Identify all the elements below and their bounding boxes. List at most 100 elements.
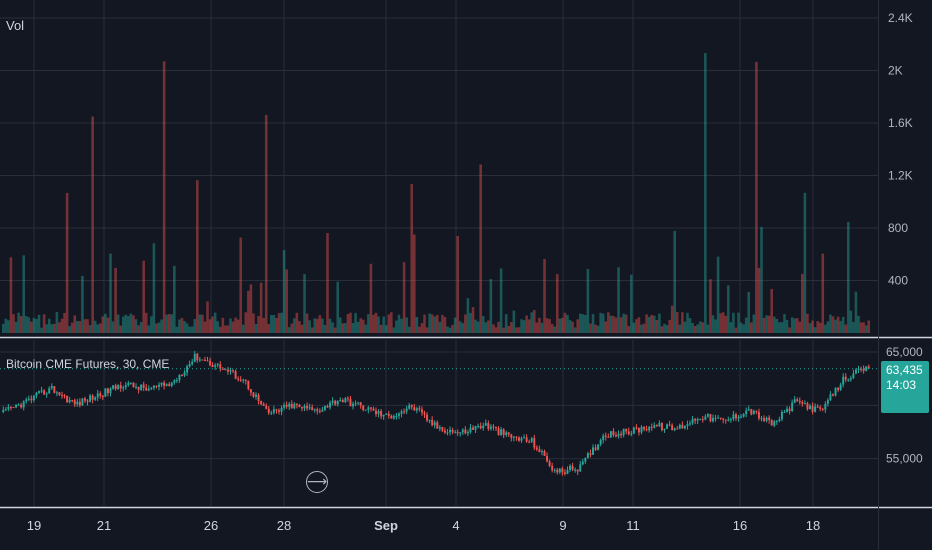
candle-body — [382, 414, 385, 417]
candle-body — [326, 406, 329, 408]
volume-bar — [675, 312, 679, 333]
volume-bar — [612, 315, 615, 333]
candle-body — [658, 423, 661, 427]
candle-body — [413, 407, 416, 411]
candle-body — [786, 408, 789, 412]
volume-bar — [867, 320, 870, 333]
volume-bar — [683, 321, 687, 333]
candle-body — [359, 402, 362, 406]
candle-body — [96, 393, 99, 398]
candle-body — [17, 404, 20, 406]
volume-bar — [137, 325, 140, 333]
volume-bar — [721, 312, 725, 333]
candle-body — [25, 399, 28, 402]
candle-body — [806, 403, 809, 410]
volume-bar — [716, 256, 720, 333]
candle-body — [747, 409, 750, 411]
candle-body — [224, 369, 227, 371]
volume-bar — [333, 327, 337, 333]
volume-bar — [196, 180, 199, 333]
volume-bar — [224, 325, 227, 333]
volume-bar — [127, 315, 130, 333]
volume-bar — [527, 319, 531, 333]
candle-body — [454, 432, 457, 434]
candle-body — [239, 379, 242, 381]
candle-body — [464, 429, 467, 434]
volume-bar — [203, 321, 207, 333]
candle-body — [27, 398, 30, 400]
candle-body — [262, 404, 265, 406]
candle-body — [773, 421, 776, 426]
candle-body — [285, 404, 288, 407]
volume-bar — [701, 322, 705, 333]
price-tick-label: 55,000 — [886, 452, 923, 466]
candle-body — [584, 457, 587, 462]
candle-body — [91, 395, 94, 400]
candle-body — [142, 384, 145, 388]
volume-bar — [252, 313, 255, 333]
candle-body — [257, 394, 260, 401]
volume-bar — [423, 314, 426, 333]
candle-body — [449, 429, 452, 433]
scroll-to-realtime-button[interactable]: ⟶ — [306, 471, 328, 493]
candle-body — [367, 407, 370, 410]
volume-bar — [96, 324, 100, 333]
candle-body — [341, 400, 344, 403]
candle-body — [247, 380, 250, 390]
volume-bar — [540, 322, 544, 333]
candle-body — [145, 387, 148, 391]
volume-bar — [576, 319, 579, 333]
candle-body — [839, 384, 842, 390]
volume-bar — [374, 312, 378, 333]
candle-body — [645, 429, 648, 431]
candle-body — [380, 411, 383, 417]
candle-body — [58, 392, 61, 396]
volume-bar — [854, 291, 858, 333]
candle-body — [86, 400, 89, 402]
volume-bar — [783, 314, 786, 333]
candle-body — [418, 408, 421, 410]
candle-body — [459, 432, 462, 434]
volume-bar — [37, 314, 41, 333]
candle-body — [604, 435, 607, 437]
price-tick-label: 65,000 — [886, 345, 923, 359]
volume-bar — [303, 274, 306, 333]
volume-bar — [834, 319, 837, 333]
candle-body — [112, 385, 115, 389]
volume-bar — [436, 314, 439, 333]
candle-body — [796, 399, 799, 402]
volume-bar — [596, 325, 600, 333]
volume-bar — [316, 318, 319, 333]
volume-bar — [81, 275, 84, 333]
candle-body — [602, 435, 605, 440]
volume-bar — [109, 253, 112, 333]
candle-body — [237, 378, 240, 380]
volume-bar — [691, 322, 694, 333]
candle-body — [668, 424, 671, 426]
volume-bar — [247, 290, 250, 333]
volume-bar — [474, 319, 477, 333]
volume-bar — [83, 319, 87, 333]
volume-bar — [24, 315, 28, 333]
volume-bar — [114, 267, 117, 333]
volume-bar — [446, 326, 449, 333]
candle-body — [249, 389, 252, 393]
candle-body — [627, 431, 630, 435]
volume-bar — [793, 318, 796, 333]
candle-body — [809, 405, 811, 410]
volume-bar — [180, 317, 184, 333]
volume-bar — [60, 318, 64, 333]
candle-body — [168, 384, 171, 386]
volume-bar — [831, 316, 835, 333]
volume-bar — [847, 222, 850, 333]
candle-body — [7, 406, 10, 410]
volume-bar — [813, 327, 817, 333]
volume-bar — [272, 314, 276, 333]
volume-bar — [476, 321, 480, 333]
volume-bar — [17, 312, 20, 333]
volume-bar — [742, 324, 745, 333]
volume-bar — [282, 250, 286, 333]
volume-bar — [387, 314, 391, 333]
